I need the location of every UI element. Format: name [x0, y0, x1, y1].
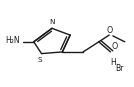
Text: H₂N: H₂N — [5, 36, 19, 46]
Text: S: S — [38, 57, 43, 63]
Text: O: O — [111, 42, 117, 51]
Text: Br: Br — [116, 64, 124, 73]
Text: H: H — [111, 58, 116, 67]
Text: O: O — [107, 26, 113, 35]
Text: N: N — [49, 19, 55, 25]
